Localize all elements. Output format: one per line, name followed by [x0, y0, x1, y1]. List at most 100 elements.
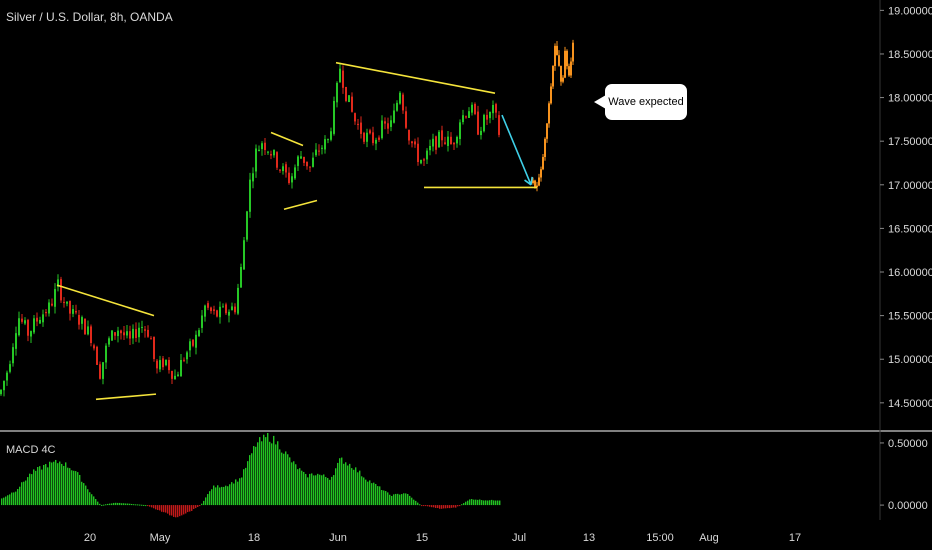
candle-body: [111, 330, 113, 341]
candle-body: [279, 169, 281, 171]
candle-body: [162, 358, 164, 368]
macd-histogram-bar: [229, 484, 231, 506]
macd-histogram-bar: [445, 505, 447, 509]
candle-body: [396, 102, 398, 111]
projected-candle-body: [566, 50, 568, 67]
macd-histogram-bar: [213, 485, 215, 506]
candle-body: [270, 154, 272, 156]
macd-histogram-bar: [463, 503, 465, 506]
macd-histogram-bar: [343, 463, 345, 506]
candle-body: [66, 301, 68, 304]
candle-body: [165, 359, 167, 366]
candle-body: [207, 303, 209, 308]
candle-body: [174, 375, 176, 380]
callout-text: Wave expected: [608, 96, 684, 108]
candle-body: [123, 332, 125, 336]
macd-histogram-bar: [307, 477, 309, 506]
candle-body: [387, 123, 389, 129]
candle-body: [321, 147, 323, 149]
candle-body: [375, 139, 377, 144]
price-tick-label: 16.50000: [888, 223, 932, 235]
projected-candle-body: [568, 66, 570, 76]
macd-histogram-bar: [215, 487, 217, 506]
candle-body: [303, 156, 305, 163]
macd-histogram-bar: [119, 502, 121, 506]
candle-body: [57, 279, 59, 287]
trendline: [283, 199, 318, 210]
macd-histogram-bar: [55, 459, 57, 506]
candle-body: [438, 131, 440, 148]
candle-body: [324, 139, 326, 150]
candle-body: [84, 318, 86, 335]
macd-histogram-bar: [275, 444, 277, 506]
time-tick-label: 15: [416, 532, 428, 544]
candle-body: [264, 142, 266, 151]
macd-histogram-bar: [137, 504, 139, 506]
macd-histogram-bar: [405, 493, 407, 506]
macd-histogram-bar: [339, 458, 341, 506]
macd-histogram-bar: [239, 478, 241, 506]
macd-histogram-bar: [387, 492, 389, 506]
macd-histogram-bar: [75, 471, 77, 506]
candle-body: [150, 338, 152, 340]
candle-body: [258, 149, 260, 151]
macd-histogram-bar: [361, 476, 363, 506]
macd-histogram-bar: [129, 503, 131, 506]
macd-histogram-bar: [139, 504, 141, 506]
macd-histogram-bar: [5, 496, 7, 506]
candle-body: [78, 314, 80, 325]
macd-histogram-bar: [393, 494, 395, 506]
candle-body: [285, 164, 287, 173]
macd-histogram-bar: [401, 494, 403, 506]
macd-histogram-bar: [331, 476, 333, 506]
macd-histogram-bar: [299, 468, 301, 506]
candle-body: [93, 345, 95, 349]
candle-body: [108, 338, 110, 345]
macd-histogram-bar: [281, 452, 283, 506]
candle-body: [180, 360, 182, 377]
macd-histogram-bar: [53, 461, 55, 506]
macd-histogram-bar: [285, 451, 287, 506]
time-tick-label: 17: [789, 532, 801, 544]
macd-histogram-bar: [109, 503, 111, 506]
trendline: [56, 284, 155, 317]
macd-histogram-bar: [321, 475, 323, 506]
macd-histogram-bar: [317, 473, 319, 506]
macd-histogram-bar: [309, 473, 311, 506]
macd-histogram-bar: [169, 505, 171, 516]
candle-body: [144, 329, 146, 331]
macd-histogram-bar: [27, 477, 29, 506]
projected-candle-body: [540, 169, 542, 178]
macd-histogram-bar: [347, 465, 349, 506]
candle-body: [135, 329, 137, 338]
candle-body: [129, 331, 131, 339]
candle-body: [249, 179, 251, 212]
candle-body: [444, 142, 446, 144]
macd-histogram-bar: [83, 483, 85, 506]
macd-histogram-bar: [269, 441, 271, 506]
projected-candle-body: [554, 45, 556, 66]
projected-candle-body: [534, 180, 536, 188]
candle-body: [219, 306, 221, 318]
macd-histogram-bar: [329, 479, 331, 506]
macd-histogram-bar: [177, 505, 179, 518]
price-tick-label: 15.00000: [888, 354, 932, 366]
macd-histogram-bar: [247, 461, 249, 506]
macd-histogram-bar: [289, 457, 291, 506]
macd-histogram-bar: [267, 432, 269, 506]
candle-body: [474, 103, 476, 115]
time-tick-label: 18: [248, 532, 260, 544]
time-tick-label: Jun: [329, 532, 347, 544]
macd-histogram-bar: [459, 505, 461, 507]
projected-candle-body: [556, 45, 558, 56]
candle-body: [276, 152, 278, 168]
candle-body: [393, 110, 395, 123]
candle-body: [15, 333, 17, 349]
macd-histogram-bar: [277, 441, 279, 506]
macd-histogram-bar: [37, 467, 39, 506]
macd-histogram-bar: [483, 500, 485, 506]
macd-histogram-bar: [21, 482, 23, 506]
macd-histogram-bar: [223, 486, 225, 506]
candle-body: [288, 172, 290, 184]
